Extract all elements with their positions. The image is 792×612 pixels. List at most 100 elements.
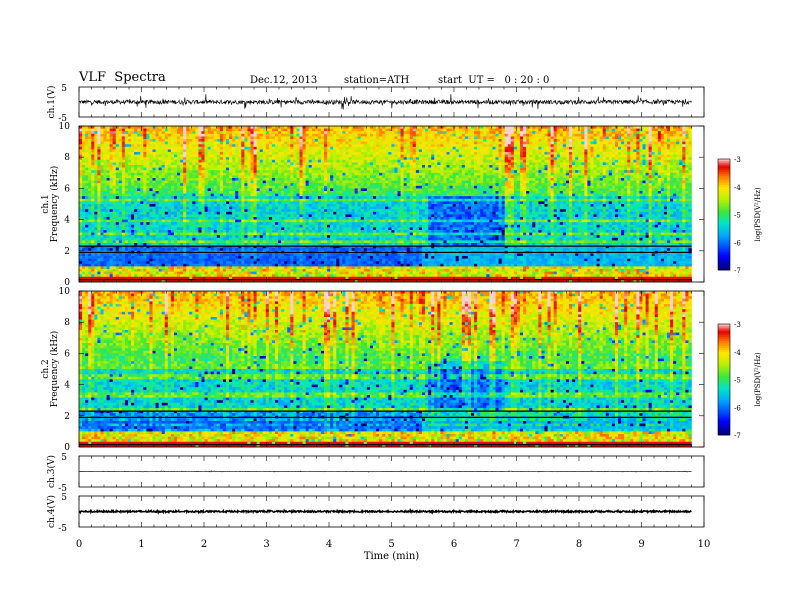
- psd-cell: [363, 141, 368, 145]
- psd-cell: [137, 162, 141, 166]
- psd-cell: [618, 183, 622, 187]
- psd-cell: [115, 131, 120, 135]
- psd-cell: [513, 157, 518, 161]
- psd-cell: [593, 126, 597, 129]
- psd-cell: [308, 139, 313, 142]
- psd-cell: [513, 136, 518, 140]
- psd-cell: [636, 139, 640, 142]
- psd-cell: [676, 136, 680, 140]
- psd-cell: [143, 128, 147, 132]
- psd-cell: [121, 185, 126, 189]
- psd-cell: [259, 128, 264, 132]
- psd-cell: [314, 183, 319, 187]
- psd-cell: [167, 185, 172, 189]
- psd-cell: [305, 131, 309, 135]
- psd-cell: [314, 149, 319, 153]
- psd-cell: [492, 180, 496, 184]
- psd-cell: [311, 131, 316, 135]
- psd-cell: [688, 178, 692, 181]
- psd-cell: [474, 131, 478, 135]
- psd-cell: [630, 149, 634, 153]
- psd-cell: [143, 146, 147, 150]
- psd-cell: [259, 157, 264, 161]
- psd-cell: [510, 185, 515, 189]
- psd-cell: [366, 178, 371, 181]
- psd-cell: [376, 136, 380, 140]
- psd-cell: [553, 185, 558, 189]
- psd-cell: [330, 178, 334, 181]
- psd-cell: [406, 146, 411, 150]
- psd-cell: [471, 180, 475, 184]
- psd-cell: [173, 180, 178, 184]
- psd-cell: [354, 128, 358, 132]
- psd-cell: [596, 178, 600, 181]
- psd-cell: [520, 154, 524, 158]
- psd-cell: [232, 183, 236, 187]
- psd-cell: [575, 172, 579, 176]
- psd-cell: [382, 139, 386, 142]
- psd-cell: [128, 185, 132, 189]
- psd-cell: [363, 165, 368, 168]
- psd-cell: [501, 146, 505, 150]
- psd-cell: [85, 159, 89, 163]
- psd-cell: [256, 154, 260, 158]
- psd-cell: [278, 128, 282, 132]
- psd-cell: [461, 170, 466, 174]
- psd-cell: [287, 167, 291, 171]
- psd-cell: [556, 154, 561, 158]
- psd-cell: [167, 131, 172, 135]
- psd-cell: [526, 180, 530, 184]
- psd-cell: [180, 149, 184, 153]
- psd-cell: [327, 157, 331, 161]
- psd-cell: [492, 175, 496, 179]
- psd-cell: [670, 149, 674, 153]
- psd-cell: [79, 141, 83, 145]
- psd-cell: [547, 136, 551, 140]
- psd-cell: [388, 126, 392, 129]
- psd-cell: [553, 172, 558, 176]
- psd-cell: [636, 165, 640, 168]
- psd-cell: [434, 175, 438, 179]
- psd-cell: [608, 162, 613, 166]
- psd-cell: [198, 159, 202, 163]
- psd-cell: [360, 157, 365, 161]
- psd-cell: [299, 126, 303, 129]
- psd-cell: [535, 126, 539, 129]
- psd-cell: [670, 133, 674, 137]
- psd-cell: [679, 126, 683, 129]
- psd-cell: [516, 157, 521, 161]
- psd-cell: [213, 141, 218, 145]
- psd-cell: [639, 180, 643, 184]
- psd-cell: [593, 128, 597, 132]
- psd-cell: [572, 149, 576, 153]
- psd-cell: [467, 170, 472, 174]
- psd-cell: [471, 178, 475, 181]
- psd-cell: [685, 178, 689, 181]
- psd-cell: [452, 178, 456, 181]
- psd-cell: [281, 144, 285, 148]
- psd-cell: [256, 165, 260, 168]
- psd-cell: [679, 146, 683, 150]
- psd-cell: [400, 185, 404, 189]
- psd-cell: [618, 126, 622, 129]
- psd-cell: [284, 139, 288, 142]
- psd-cell: [452, 170, 456, 174]
- psd-cell: [235, 183, 239, 187]
- psd-cell: [82, 167, 86, 171]
- psd-cell: [559, 170, 564, 174]
- psd-cell: [510, 165, 515, 168]
- psd-cell: [556, 141, 561, 145]
- psd-cell: [415, 131, 420, 135]
- psd-cell: [253, 128, 257, 132]
- psd-cell: [397, 133, 401, 137]
- psd-cell: [360, 154, 365, 158]
- psd-cell: [670, 126, 674, 129]
- psd-cell: [455, 128, 460, 132]
- psd-cell: [103, 157, 107, 161]
- psd-cell: [97, 126, 101, 129]
- psd-cell: [584, 185, 588, 189]
- psd-cell: [376, 178, 380, 181]
- psd-cell: [146, 152, 150, 155]
- psd-cell: [79, 185, 83, 189]
